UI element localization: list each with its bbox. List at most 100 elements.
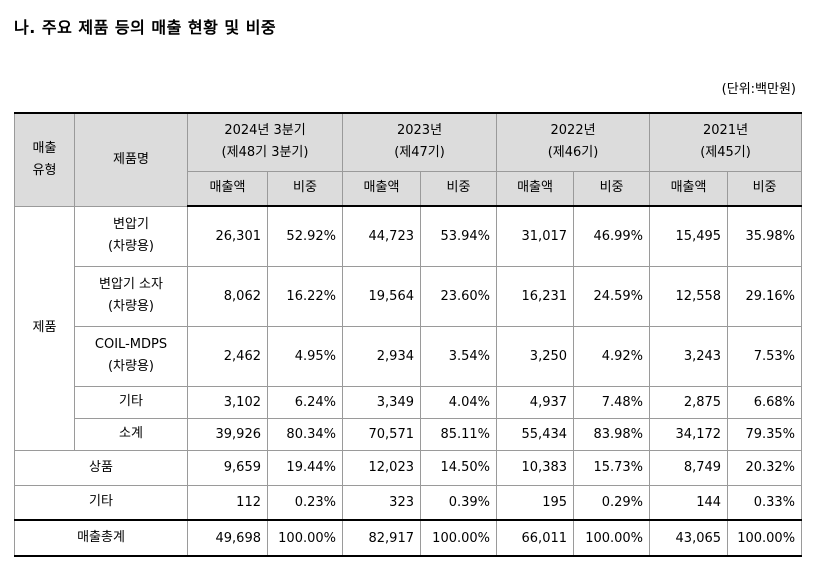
- product-name-line1: 변압기: [113, 217, 149, 232]
- sales-cell: 8,749: [649, 449, 729, 486]
- sales-cell: 55,434: [496, 417, 575, 451]
- period-term: (제46기): [547, 145, 599, 161]
- product-name-line2: (차량용): [107, 359, 155, 374]
- sales-cell: 12,023: [342, 449, 421, 486]
- ratio-cell: 46.99%: [573, 205, 651, 267]
- header-period-2022: 2022년 (제46기): [496, 112, 651, 172]
- sales-cell: 2,875: [649, 385, 729, 419]
- ratio-cell: 7.48%: [573, 385, 651, 419]
- period-year: 2021년: [703, 123, 749, 139]
- ratio-cell: 29.16%: [727, 265, 803, 327]
- table-row: 제품 변압기 (차량용) 26,301 52.92% 44,723 53.94%…: [14, 205, 803, 451]
- sales-cell: 82,917: [342, 519, 421, 557]
- sales-cell: 4,937: [496, 385, 575, 419]
- header-sales-type: 매출 유형: [14, 112, 75, 207]
- header-period-2023: 2023년 (제47기): [341, 112, 498, 172]
- ratio-cell: 6.68%: [727, 385, 803, 419]
- header-ratio: 비중: [267, 170, 343, 207]
- header-sales: 매출액: [649, 170, 729, 207]
- section-title: 나. 주요 제품 등의 매출 현황 및 비중: [14, 18, 277, 37]
- sales-cell: 66,011: [496, 519, 575, 557]
- other-label: 기타: [14, 484, 188, 521]
- ratio-cell: 24.59%: [573, 265, 651, 327]
- table-row: COIL-MDPS (차량용) 2,462 4.95% 2,934 3.54% …: [15, 325, 803, 387]
- ratio-cell: 14.50%: [419, 449, 498, 486]
- ratio-cell: 20.32%: [727, 449, 803, 486]
- product-name-cell: 변압기 소자 (차량용): [74, 265, 188, 327]
- ratio-cell: 4.95%: [267, 325, 343, 387]
- sales-cell: 16,231: [496, 265, 575, 327]
- sales-cell: 112: [187, 484, 268, 521]
- sales-cell: 144: [649, 484, 729, 521]
- merchandise-label: 상품: [14, 449, 188, 486]
- header-period-2024q3: 2024년 3분기 (제48기 3분기): [187, 112, 343, 172]
- header-row-metrics: 매출액 비중 매출액 비중 매출액 비중 매출액 비중: [15, 170, 803, 207]
- sales-cell: 39,926: [187, 417, 268, 451]
- ratio-cell: 52.92%: [267, 205, 343, 267]
- product-name-line1: COIL-MDPS: [94, 337, 168, 352]
- ratio-cell: 85.11%: [419, 417, 498, 451]
- sales-cell: 70,571: [342, 417, 421, 451]
- ratio-cell: 6.24%: [267, 385, 343, 419]
- ratio-cell: 80.34%: [267, 417, 343, 451]
- ratio-cell: 15.73%: [573, 449, 651, 486]
- subtotal-label: 소계: [74, 417, 188, 451]
- other-row: 기타 112 0.23% 323 0.39% 195 0.29% 144 0.3…: [14, 484, 803, 521]
- ratio-cell: 100.00%: [727, 519, 803, 557]
- sales-cell: 43,065: [649, 519, 729, 557]
- header-period-2021: 2021년 (제45기): [649, 112, 803, 172]
- header-ratio: 비중: [419, 170, 498, 207]
- header-sales: 매출액: [342, 170, 421, 207]
- product-name-cell: 기타: [74, 385, 188, 419]
- group-product-cell: 제품: [14, 205, 75, 451]
- ratio-cell: 3.54%: [419, 325, 498, 387]
- period-year: 2024년 3분기: [224, 123, 306, 139]
- ratio-cell: 4.92%: [573, 325, 651, 387]
- sales-cell: 323: [342, 484, 421, 521]
- header-type-line2: 유형: [32, 162, 57, 178]
- sales-cell: 49,698: [187, 519, 268, 557]
- total-label: 매출총계: [14, 519, 188, 557]
- ratio-cell: 0.39%: [419, 484, 498, 521]
- period-year: 2022년: [550, 123, 596, 139]
- ratio-cell: 16.22%: [267, 265, 343, 327]
- sales-cell: 195: [496, 484, 575, 521]
- table-row: 기타 3,102 6.24% 3,349 4.04% 4,937 7.48% 2…: [15, 385, 803, 419]
- ratio-cell: 19.44%: [267, 449, 343, 486]
- ratio-cell: 53.94%: [419, 205, 498, 267]
- sales-cell: 3,250: [496, 325, 575, 387]
- header-type-line1: 매출: [32, 140, 57, 156]
- header-row-periods: 매출 유형 제품명 2024년 3분기 (제48기 3분기) 2023년 (제4…: [14, 112, 803, 207]
- header-ratio: 비중: [573, 170, 651, 207]
- ratio-cell: 100.00%: [573, 519, 651, 557]
- sales-cell: 12,558: [649, 265, 729, 327]
- ratio-cell: 83.98%: [573, 417, 651, 451]
- subtotal-row: 소계 39,926 80.34% 70,571 85.11% 55,434 83…: [15, 417, 803, 451]
- sales-table: 매출 유형 제품명 2024년 3분기 (제48기 3분기) 2023년 (제4…: [14, 112, 803, 557]
- ratio-cell: 23.60%: [419, 265, 498, 327]
- ratio-cell: 100.00%: [419, 519, 498, 557]
- header-sales: 매출액: [496, 170, 575, 207]
- sales-cell: 44,723: [342, 205, 421, 267]
- sales-cell: 10,383: [496, 449, 575, 486]
- sales-cell: 3,102: [187, 385, 268, 419]
- sales-cell: 2,934: [342, 325, 421, 387]
- total-row: 매출총계 49,698 100.00% 82,917 100.00% 66,01…: [14, 519, 803, 557]
- sales-cell: 3,349: [342, 385, 421, 419]
- sales-cell: 19,564: [342, 265, 421, 327]
- product-name-line2: (차량용): [107, 299, 155, 314]
- sales-cell: 15,495: [649, 205, 729, 267]
- sales-cell: 9,659: [187, 449, 268, 486]
- product-name-cell: COIL-MDPS (차량용): [74, 325, 188, 387]
- merchandise-row: 상품 9,659 19.44% 12,023 14.50% 10,383 15.…: [14, 449, 803, 486]
- sales-cell: 8,062: [187, 265, 268, 327]
- sales-cell: 34,172: [649, 417, 729, 451]
- period-year: 2023년: [396, 123, 443, 139]
- ratio-cell: 100.00%: [267, 519, 343, 557]
- product-name-cell: 변압기 (차량용): [74, 205, 188, 267]
- sales-cell: 2,462: [187, 325, 268, 387]
- table-row: 변압기 소자 (차량용) 8,062 16.22% 19,564 23.60% …: [15, 265, 803, 327]
- product-name-line2: (차량용): [107, 239, 155, 254]
- header-ratio: 비중: [727, 170, 803, 207]
- product-name-line1: 변압기 소자: [99, 277, 163, 292]
